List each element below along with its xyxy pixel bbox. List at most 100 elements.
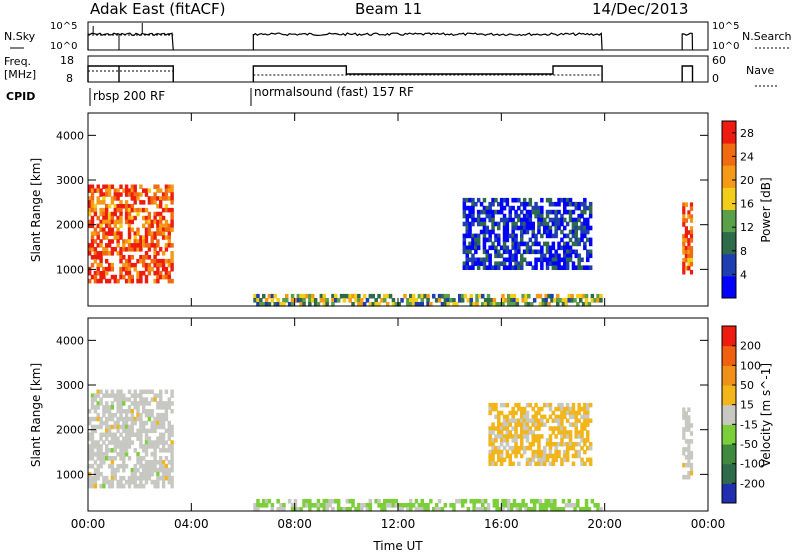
power-echo-cell	[296, 298, 301, 303]
velocity-echo-cell	[530, 498, 534, 504]
power-echo-cell	[93, 188, 98, 193]
velocity-echo-cell	[517, 422, 521, 427]
power-echo-cell	[554, 233, 558, 239]
power-echo-cell	[548, 261, 553, 266]
power-echo-cell	[682, 257, 686, 263]
velocity-echo-cell	[687, 415, 691, 420]
velocity-echo-cell	[517, 406, 521, 412]
power-echo-cell	[586, 221, 590, 227]
velocity-echo-cell	[568, 442, 573, 447]
power-echo-cell	[342, 293, 347, 299]
power-echo-cell	[142, 235, 146, 240]
velocity-echo-cell	[150, 460, 154, 465]
velocity-echo-cell	[537, 406, 541, 412]
power-echo-cell	[127, 247, 132, 252]
power-echo-cell	[144, 227, 149, 232]
power-echo-cell	[299, 298, 303, 303]
velocity-colorbar-step	[722, 424, 736, 445]
velocity-echo-cell	[554, 453, 558, 459]
velocity-echo-cell	[577, 430, 581, 435]
power-echo-cell	[156, 262, 160, 268]
power-echo-cell	[273, 293, 277, 299]
velocity-echo-cell	[144, 448, 149, 453]
velocity-echo-cell	[150, 479, 154, 485]
velocity-echo-cell	[136, 460, 140, 465]
power-echo-cell	[105, 184, 109, 189]
power-echo-cell	[139, 247, 143, 252]
power-echo-cell	[543, 221, 547, 227]
power-echo-cell	[270, 298, 275, 303]
velocity-echo-cell	[116, 393, 120, 398]
velocity-echo-cell	[537, 418, 541, 423]
velocity-echo-cell	[520, 442, 524, 447]
velocity-echo-cell	[147, 409, 152, 414]
power-echo-cell	[102, 200, 106, 205]
power-echo-cell	[159, 196, 163, 201]
power-echo-cell	[99, 258, 103, 264]
power-echo-cell	[351, 302, 355, 307]
velocity-echo-cell	[90, 428, 95, 434]
power-echo-cell	[156, 251, 160, 256]
power-echo-cell	[524, 298, 528, 303]
velocity-colorbar-label: -50	[740, 438, 758, 451]
power-echo-cell	[573, 298, 577, 303]
power-echo-cell	[494, 261, 498, 266]
power-echo-cell	[545, 257, 550, 263]
velocity-echo-cell	[357, 507, 361, 512]
power-echo-cell	[93, 251, 98, 256]
velocity-echo-cell	[113, 456, 117, 461]
velocity-echo-cell	[515, 507, 520, 512]
velocity-echo-cell	[119, 432, 123, 437]
power-echo-cell	[287, 302, 292, 307]
power-echo-cell	[391, 298, 396, 303]
velocity-echo-cell	[525, 410, 530, 416]
velocity-echo-cell	[411, 503, 416, 508]
power-echo-cell	[551, 245, 556, 251]
power-echo-cell	[563, 197, 567, 203]
power-echo-cell	[684, 218, 688, 223]
velocity-echo-cell	[551, 442, 556, 447]
velocity-echo-cell	[508, 418, 512, 423]
power-echo-cell	[687, 265, 691, 271]
velocity-echo-cell	[528, 457, 533, 463]
power-echo-cell	[563, 261, 567, 266]
velocity-echo-cell	[584, 503, 589, 508]
velocity-echo-cell	[583, 422, 587, 427]
velocity-echo-cell	[517, 461, 521, 466]
power-echo-cell	[687, 238, 691, 243]
velocity-echo-cell	[481, 503, 485, 508]
velocity-echo-cell	[568, 410, 573, 416]
velocity-echo-cell	[494, 445, 498, 451]
power-echo-cell	[511, 217, 515, 223]
power-echo-cell	[290, 298, 295, 303]
power-echo-cell	[689, 246, 694, 251]
power-echo-cell	[537, 225, 541, 231]
velocity-echo-cell	[584, 507, 589, 512]
velocity-echo-cell	[537, 457, 541, 463]
velocity-echo-cell	[491, 445, 495, 451]
power-echo-cell	[502, 249, 507, 255]
power-echo-cell	[689, 230, 694, 235]
velocity-colorbar-step	[722, 345, 736, 366]
power-echo-cell	[479, 217, 484, 223]
velocity-echo-cell	[574, 414, 578, 420]
power-echo-cell	[511, 233, 515, 239]
power-echo-cell	[130, 243, 134, 248]
power-echo-cell	[170, 188, 174, 193]
power-echo-cell	[170, 251, 174, 256]
velocity-echo-cell	[113, 420, 117, 426]
velocity-echo-cell	[122, 436, 126, 441]
velocity-echo-cell	[531, 449, 535, 455]
power-echo-cell	[534, 201, 538, 207]
velocity-echo-cell	[545, 418, 550, 423]
power-echo-cell	[437, 293, 442, 299]
velocity-echo-cell	[159, 393, 163, 398]
power-echo-cell	[541, 298, 546, 303]
velocity-echo-cell	[514, 434, 518, 439]
velocity-echo-cell	[557, 430, 561, 435]
power-echo-cell	[491, 245, 495, 251]
power-echo-cell	[147, 262, 152, 268]
power-echo-cell	[497, 225, 501, 231]
power-echo-cell	[110, 231, 115, 236]
power-echo-cell	[528, 217, 533, 223]
